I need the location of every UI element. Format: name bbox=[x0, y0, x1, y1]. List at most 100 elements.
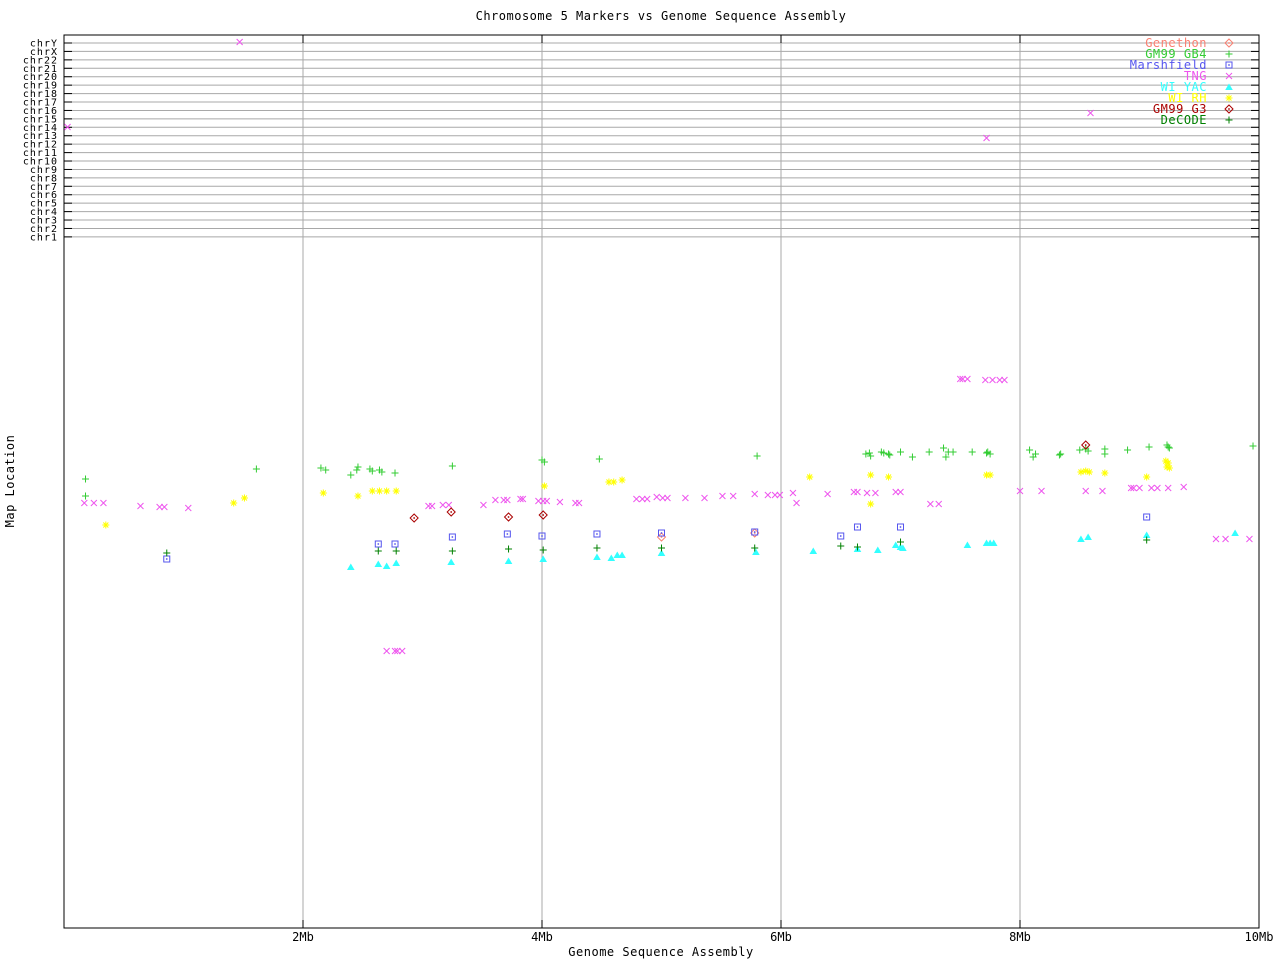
data-point bbox=[391, 540, 399, 548]
data-point bbox=[503, 496, 511, 504]
data-point bbox=[764, 491, 772, 499]
chr-row-label: chr6 bbox=[30, 190, 58, 201]
legend-symbol bbox=[1225, 72, 1233, 80]
legend-symbol bbox=[1224, 38, 1234, 48]
legend-symbol bbox=[1225, 83, 1233, 90]
x-tick-label: 2Mb bbox=[292, 930, 314, 944]
chr-row-label: chr8 bbox=[30, 173, 58, 184]
data-point bbox=[1143, 473, 1151, 481]
data-point bbox=[872, 489, 879, 497]
chr-row-label: chr12 bbox=[23, 140, 58, 151]
data-point bbox=[862, 450, 870, 458]
data-point bbox=[382, 562, 391, 569]
chr-row-label: chr13 bbox=[23, 131, 58, 142]
chr-row-label: chr22 bbox=[23, 55, 58, 66]
data-point bbox=[719, 492, 726, 500]
data-point bbox=[1124, 446, 1132, 454]
chr-row-label: chr14 bbox=[23, 123, 58, 134]
data-point bbox=[539, 546, 547, 554]
data-point bbox=[935, 500, 943, 508]
data-point bbox=[540, 482, 548, 490]
legend-entry: WI RH bbox=[1168, 91, 1233, 105]
data-point bbox=[1143, 536, 1151, 544]
data-point bbox=[90, 499, 98, 507]
data-point bbox=[505, 545, 513, 553]
data-point bbox=[1246, 535, 1253, 543]
data-point bbox=[1085, 468, 1093, 476]
data-point bbox=[751, 490, 759, 498]
data-point bbox=[964, 375, 971, 383]
x-axis-tick-labels: 2Mb 4Mb 6Mb 8Mb 10Mb bbox=[292, 930, 1273, 944]
data-point bbox=[1164, 443, 1172, 451]
legend-entry: Genethon bbox=[1145, 36, 1234, 50]
data-point bbox=[539, 555, 547, 562]
x-tick-label: 10Mb bbox=[1245, 930, 1274, 944]
data-point bbox=[899, 544, 907, 551]
chr-row-label: chr11 bbox=[23, 148, 58, 159]
chr-row-label: chr9 bbox=[30, 165, 58, 176]
data-point bbox=[374, 540, 382, 548]
legend-label: GM99 GB4 bbox=[1145, 47, 1207, 61]
data-point bbox=[82, 475, 90, 483]
data-point bbox=[1148, 484, 1155, 492]
chr-row-label: chr20 bbox=[23, 72, 58, 83]
series-gm99-gb4 bbox=[82, 441, 1257, 500]
data-point bbox=[908, 453, 916, 461]
legend-symbol bbox=[1225, 61, 1233, 69]
chr-row-label: chr17 bbox=[23, 98, 58, 109]
data-point bbox=[892, 488, 900, 496]
data-point bbox=[837, 542, 845, 550]
data-point bbox=[163, 555, 171, 563]
data-point bbox=[1130, 484, 1137, 492]
data-point bbox=[653, 493, 661, 501]
data-point bbox=[1136, 484, 1143, 492]
data-point bbox=[659, 494, 667, 502]
data-point bbox=[658, 529, 665, 537]
data-point bbox=[375, 487, 383, 495]
data-point bbox=[1127, 484, 1135, 492]
data-point bbox=[643, 495, 651, 503]
series-decode bbox=[163, 536, 1151, 557]
data-point bbox=[793, 499, 800, 507]
data-point bbox=[854, 488, 861, 496]
data-point bbox=[618, 476, 626, 484]
data-point bbox=[543, 497, 551, 505]
series-gm99-g3 bbox=[409, 440, 1091, 523]
data-point bbox=[322, 466, 330, 474]
data-point bbox=[983, 134, 990, 142]
data-point bbox=[1082, 487, 1090, 495]
chr-row-label: chr3 bbox=[30, 216, 58, 227]
data-point bbox=[428, 502, 436, 510]
data-point bbox=[100, 499, 107, 507]
data-point bbox=[682, 494, 689, 502]
data-point bbox=[983, 471, 991, 479]
data-point bbox=[538, 510, 548, 520]
data-point bbox=[593, 544, 601, 552]
chr-row-label: chr4 bbox=[30, 207, 58, 218]
data-point bbox=[383, 487, 391, 495]
data-point bbox=[517, 495, 524, 503]
data-point bbox=[595, 455, 603, 463]
legend-entry: DeCODE bbox=[1161, 113, 1233, 127]
data-point bbox=[354, 492, 362, 500]
data-point bbox=[347, 471, 355, 479]
legend-label: WI RH bbox=[1168, 91, 1207, 105]
data-point bbox=[639, 495, 646, 503]
data-point bbox=[1077, 468, 1085, 476]
data-point bbox=[633, 495, 640, 503]
x-tick-label: 6Mb bbox=[770, 930, 792, 944]
data-point bbox=[753, 452, 761, 460]
data-point bbox=[771, 491, 779, 499]
data-point bbox=[354, 463, 362, 471]
data-point bbox=[1154, 484, 1161, 492]
data-point bbox=[618, 551, 626, 558]
data-point bbox=[701, 494, 708, 502]
data-point bbox=[374, 547, 382, 555]
data-point bbox=[64, 123, 71, 131]
data-point bbox=[605, 478, 613, 486]
data-point bbox=[391, 647, 399, 655]
data-point bbox=[163, 549, 171, 557]
data-point bbox=[824, 490, 831, 498]
data-point bbox=[240, 494, 248, 502]
